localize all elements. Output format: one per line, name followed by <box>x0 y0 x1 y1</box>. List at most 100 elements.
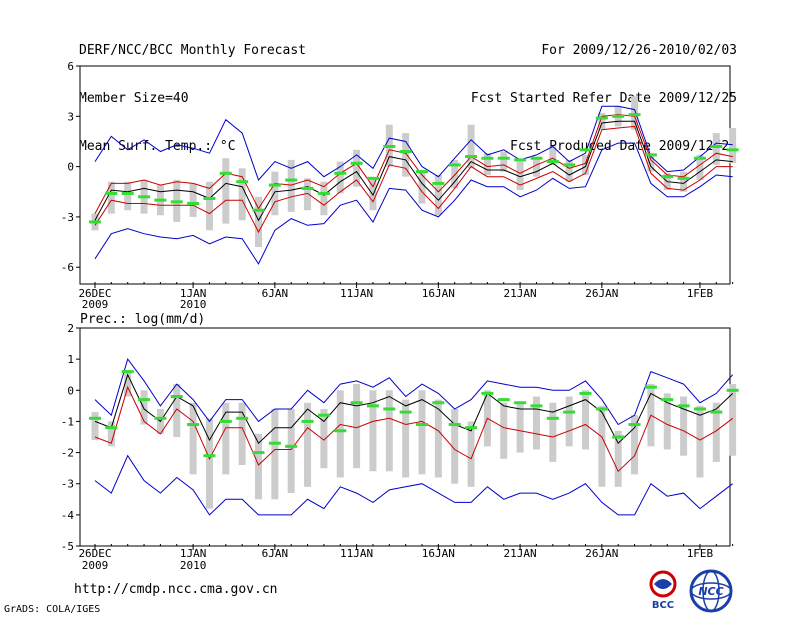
panel-0-obs-marker <box>187 202 200 206</box>
panel-1-obs-marker <box>628 423 641 427</box>
panel-1-obs-marker <box>138 398 151 402</box>
panel-0-xtick-label: 6JAN <box>262 287 289 300</box>
panel-0-obs-marker <box>497 156 510 160</box>
panel-1-spread-box <box>140 390 148 425</box>
panel-1-spread-box <box>614 430 622 487</box>
panel-0-spread-box <box>500 151 508 172</box>
panel-1-mean-line <box>94 373 734 445</box>
panel-1-spread-box <box>532 396 540 450</box>
panel-0-obs-marker <box>170 200 183 204</box>
panel-0-obs-marker <box>546 160 559 164</box>
panel-1-obs-marker <box>448 423 461 427</box>
panel-0-obs-marker <box>530 156 543 160</box>
panel-0-xtick-label: 26JAN <box>585 287 618 300</box>
panel-1-obs-marker <box>612 435 625 439</box>
panel-1-spread-box <box>304 402 312 487</box>
panel-1-spread-box <box>205 418 213 509</box>
ncc-logo-icon: NCC <box>689 569 733 613</box>
panel-1-obs-marker <box>334 429 347 433</box>
panel-0-spread-box <box>287 159 295 212</box>
panel-1-spread-box <box>467 421 475 487</box>
panel-0-spread-box <box>582 154 589 175</box>
panel-0-obs-marker <box>416 170 428 174</box>
panel-1-spread-box <box>369 390 377 472</box>
panel-0-spread-box <box>238 168 246 221</box>
panel-1-spread-box <box>549 402 557 462</box>
panel-1-spread-box <box>124 371 132 397</box>
panel-0-spread-box <box>712 133 720 165</box>
panel-1-obs-marker <box>497 398 510 402</box>
panel-0-obs-marker <box>317 191 330 195</box>
panel-0-obs-marker <box>677 176 690 180</box>
panel-1-spread-box <box>402 399 410 478</box>
panel-0-spread-box <box>516 161 524 191</box>
footer-url[interactable]: http://cmdp.ncc.cma.gov.cn <box>74 582 278 597</box>
panel-1-obs-marker <box>710 410 723 414</box>
panel-0-obs-marker <box>383 144 396 148</box>
panel-1-ytick-label: 0 <box>67 384 74 397</box>
panel-1-spread-box <box>500 402 508 459</box>
panel-0-spread-box <box>336 161 344 194</box>
panel-0-obs-marker <box>579 148 592 152</box>
panel-0-spread-box <box>647 156 655 172</box>
panel-1-obs-marker <box>236 416 249 420</box>
panel-0-obs-marker <box>399 150 412 154</box>
panel-0-sd-line <box>94 114 733 214</box>
panel-1-obs-marker <box>530 404 543 408</box>
panel-1-xtick-label: 1FEB <box>687 547 714 560</box>
panel-1-spread-box <box>320 408 328 469</box>
panel-1-obs-marker <box>219 419 232 423</box>
panel-0-spread-box <box>451 159 459 189</box>
panel-0-spread-box <box>467 124 475 169</box>
panel-1-obs-marker <box>481 391 494 395</box>
panel-1-obs-marker <box>563 410 576 414</box>
panel-1-spread-box <box>353 384 361 469</box>
panel-0-spread-box <box>549 146 557 165</box>
panel-1-spread-box <box>287 408 295 494</box>
panel-1-obs-marker <box>187 423 200 427</box>
panel-0-spread-box <box>483 153 491 175</box>
panel-1-obs-marker <box>416 423 428 427</box>
panel-0-spread-box <box>402 133 410 177</box>
panel-1-xtick-label: 16JAN <box>422 547 455 560</box>
panel-0-obs-marker <box>334 171 347 175</box>
panel-1-obs-marker <box>399 410 412 414</box>
panel-1-obs-marker <box>317 413 330 417</box>
panel-1-upper-line <box>94 358 734 426</box>
panel-0-obs-marker <box>350 161 363 165</box>
panel-0-obs-marker <box>268 183 281 187</box>
forecast-start-date: Fcst Started Refer Date 2009/12/25 <box>470 91 737 106</box>
panel-1-obs-marker <box>726 388 739 392</box>
panel-1-obs-marker <box>595 407 608 411</box>
panel-1-ytick-label: 2 <box>67 322 74 335</box>
panel-0-spread-box <box>532 156 540 177</box>
panel-1-obs-marker <box>350 401 363 405</box>
panel-0-spread-box <box>418 169 426 204</box>
panel-0-spread-box <box>189 183 197 217</box>
panel-0-spread-box <box>598 112 606 130</box>
panel-0-obs-marker <box>138 195 151 199</box>
panel-0-xtick-label: 1FEB <box>687 287 714 300</box>
panel-1-spread-box <box>336 390 344 478</box>
panel-1-spread-box <box>598 405 606 487</box>
panel-1-spread-box <box>255 433 262 500</box>
panel-1-spread-box <box>222 402 230 475</box>
panel-0-obs-marker <box>514 158 527 162</box>
panel-0-upper-line <box>94 105 733 181</box>
panel-1-spread-box <box>238 402 246 466</box>
panel-1-obs-marker <box>285 444 298 448</box>
panel-1-spread-box <box>680 396 688 456</box>
panel-1-obs-marker <box>677 404 690 408</box>
panel-0-spread-box <box>124 181 132 211</box>
panel-1-xtick-label: 6JAN <box>262 547 289 560</box>
panel-1-ytick-label: -3 <box>61 478 74 491</box>
panel-0-spread-box <box>320 181 328 216</box>
panel-1-spread-box <box>434 399 442 478</box>
panel-0-obs-marker <box>612 114 625 118</box>
bcc-logo-text: BCC <box>652 600 674 610</box>
panel-1-spread-box <box>663 393 671 450</box>
panel-0-spread-box <box>434 175 442 216</box>
panel-1-obs-marker <box>693 407 706 411</box>
panel-0-spread-box <box>680 171 688 192</box>
panel-1-spread-box <box>451 408 459 484</box>
